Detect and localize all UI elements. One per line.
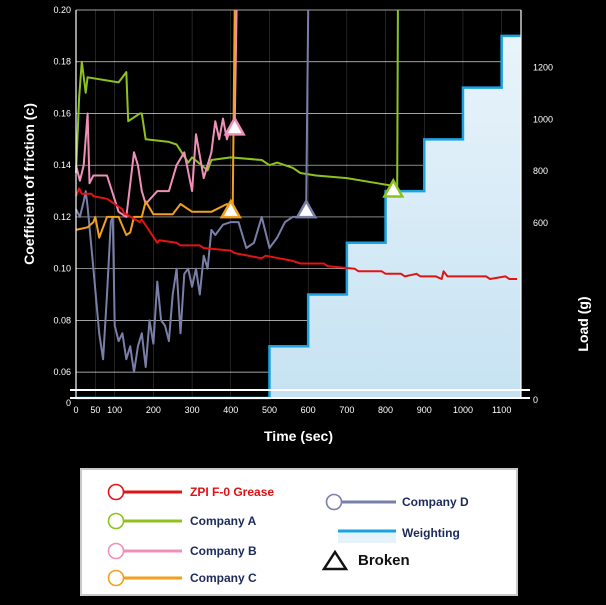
legend-marker-weighting xyxy=(338,529,396,543)
legend-item-company-c: Company C xyxy=(104,568,257,588)
legend-item-company-d: Company D xyxy=(322,492,469,512)
y2-tick-label: 1000 xyxy=(533,114,553,124)
x-tick-label: 300 xyxy=(185,405,200,415)
x-axis-title: Time (sec) xyxy=(264,428,333,444)
x-tick-label: 1100 xyxy=(492,405,511,415)
legend-item-company-a: Company A xyxy=(104,511,256,531)
x-tick-label: 600 xyxy=(301,405,316,415)
legend-marker-company-b xyxy=(107,542,182,560)
y-tick-label: 0.18 xyxy=(53,57,71,67)
x-tick-label: 50 xyxy=(90,405,100,415)
y-tick-label: 0.10 xyxy=(53,264,71,274)
y2-axis-title: Load (g) xyxy=(575,296,591,351)
legend-marker-company-d xyxy=(325,493,396,511)
broken-triangle-icon xyxy=(322,549,349,571)
y2-tick-label: 0 xyxy=(533,395,538,405)
y-tick-label: 0.16 xyxy=(53,108,71,118)
chart-area: 0.06 0.08 0.10 0.12 0.14 0.16 0.18 0.20 0 50 100 20… xyxy=(21,5,591,444)
broken-marker-triangle xyxy=(219,198,242,219)
legend-item-company-b: Company B xyxy=(104,541,257,561)
x-tick-label: 400 xyxy=(223,405,238,415)
y-tick-label: 0.08 xyxy=(53,315,71,325)
x-tick-label: 800 xyxy=(378,405,393,415)
legend: ZPI F-0 Grease Company A Company B Compa… xyxy=(80,468,518,596)
legend-label-zpi: ZPI F-0 Grease xyxy=(190,485,275,499)
legend-item-zpi: ZPI F-0 Grease xyxy=(104,482,274,502)
y-tick-label: 0.06 xyxy=(53,367,71,377)
legend-label-company-c: Company C xyxy=(190,571,257,585)
legend-label-weighting: Weighting xyxy=(402,526,460,540)
x-tick-label: 900 xyxy=(417,405,432,415)
legend-label-company-d: Company D xyxy=(402,495,469,509)
x-tick-label: 200 xyxy=(146,405,161,415)
x-tick-label: 100 xyxy=(107,405,122,415)
broken-marker-triangle xyxy=(223,115,246,136)
series-line-company-a xyxy=(75,9,399,190)
x-tick-label: 700 xyxy=(339,405,354,415)
friction-chart: 0.06 0.08 0.10 0.12 0.14 0.16 0.18 0.20 0 50 100 20… xyxy=(21,5,591,444)
legend-marker-company-c xyxy=(107,569,182,587)
broken-marker-triangle xyxy=(382,177,405,198)
legend-marker-company-a xyxy=(107,512,182,530)
series-line-zpi-f-0-grease xyxy=(75,187,518,280)
legend-item-weighting: Weighting xyxy=(332,521,460,545)
weighting-area xyxy=(76,35,521,398)
y2-tick-label: 600 xyxy=(533,218,548,228)
legend-item-broken: Broken xyxy=(322,549,410,571)
series-line-company-c xyxy=(75,9,236,239)
y-tick-label: 0.14 xyxy=(53,160,71,170)
y2-tick-label: 1200 xyxy=(533,63,553,73)
broken-marker-triangle xyxy=(295,198,318,219)
y-tick-label: 0.20 xyxy=(53,5,71,15)
legend-label-company-a: Company A xyxy=(190,514,257,528)
x-tick-label: 500 xyxy=(262,405,277,415)
legend-label-broken: Broken xyxy=(358,551,410,569)
x-tick-label: 0 xyxy=(73,405,78,415)
y-axis-title: Coefficient of friction (c) xyxy=(21,103,37,265)
legend-marker-zpi xyxy=(107,483,182,501)
x-tick-label: 1000 xyxy=(453,405,473,415)
legend-label-company-b: Company B xyxy=(190,544,257,558)
y-tick-label-zero: 0 xyxy=(66,398,71,408)
series-line-company-d xyxy=(75,9,310,374)
y2-tick-label: 800 xyxy=(533,166,548,176)
weighting-line xyxy=(76,34,521,400)
series-line-company-b xyxy=(75,9,238,218)
y-tick-label: 0.12 xyxy=(53,212,71,222)
